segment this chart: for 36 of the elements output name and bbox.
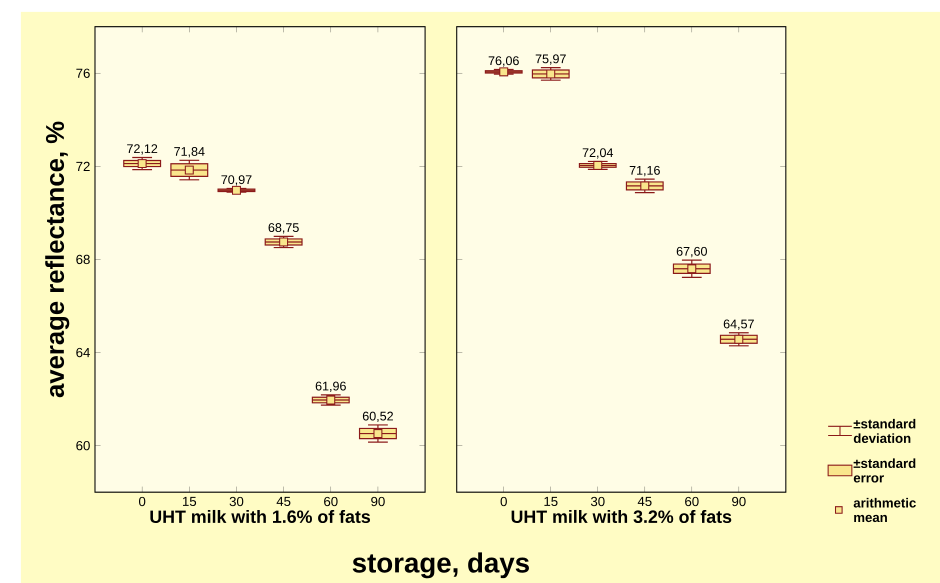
y-tick-label: 64	[76, 348, 90, 358]
text: ±standard deviation	[854, 418, 916, 443]
text: 68,75	[268, 223, 299, 234]
y-tick-label: 60	[76, 440, 90, 450]
text: 71,84	[174, 147, 205, 158]
text: ±standard error	[854, 458, 916, 482]
x-tick-label: 90	[371, 496, 385, 506]
y-tick-label: 72	[76, 162, 90, 171]
text: 61,96	[316, 382, 346, 392]
text: 64,57	[724, 319, 754, 330]
x-tick-label: 60	[324, 496, 338, 506]
text: 67,60	[676, 246, 707, 258]
x-axis-title: UHT milk with 3.2% of fats	[512, 510, 732, 523]
x-tick-label: 15	[182, 496, 196, 506]
text: arithmetic mean	[854, 498, 916, 522]
x-tick-label: 90	[732, 496, 746, 506]
x-tick-label: 30	[590, 496, 605, 506]
text: 72,12	[127, 144, 158, 155]
text: 60,52	[362, 412, 393, 422]
text: 75,97	[536, 54, 566, 65]
y-tick-label: 68	[76, 254, 90, 264]
x-tick-label: 15	[544, 496, 558, 506]
y-tick-label: 76	[76, 68, 90, 78]
x-tick-label: 60	[685, 496, 699, 506]
text: 70,97	[221, 175, 252, 186]
text: 76,06	[488, 56, 519, 67]
x-tick-label: 45	[638, 496, 652, 506]
text: storage, days	[352, 552, 529, 578]
x-tick-label: 30	[230, 496, 244, 506]
text: 72,04	[582, 148, 614, 159]
x-tick-label: 0	[139, 496, 146, 506]
x-tick-label: 45	[276, 496, 290, 506]
text: 71,16	[630, 166, 660, 176]
y-axis-title: average reflectance, %	[45, 122, 70, 398]
x-tick-label: 0	[500, 496, 507, 506]
x-axis-title: UHT milk with 1.6% of fats	[150, 510, 370, 523]
